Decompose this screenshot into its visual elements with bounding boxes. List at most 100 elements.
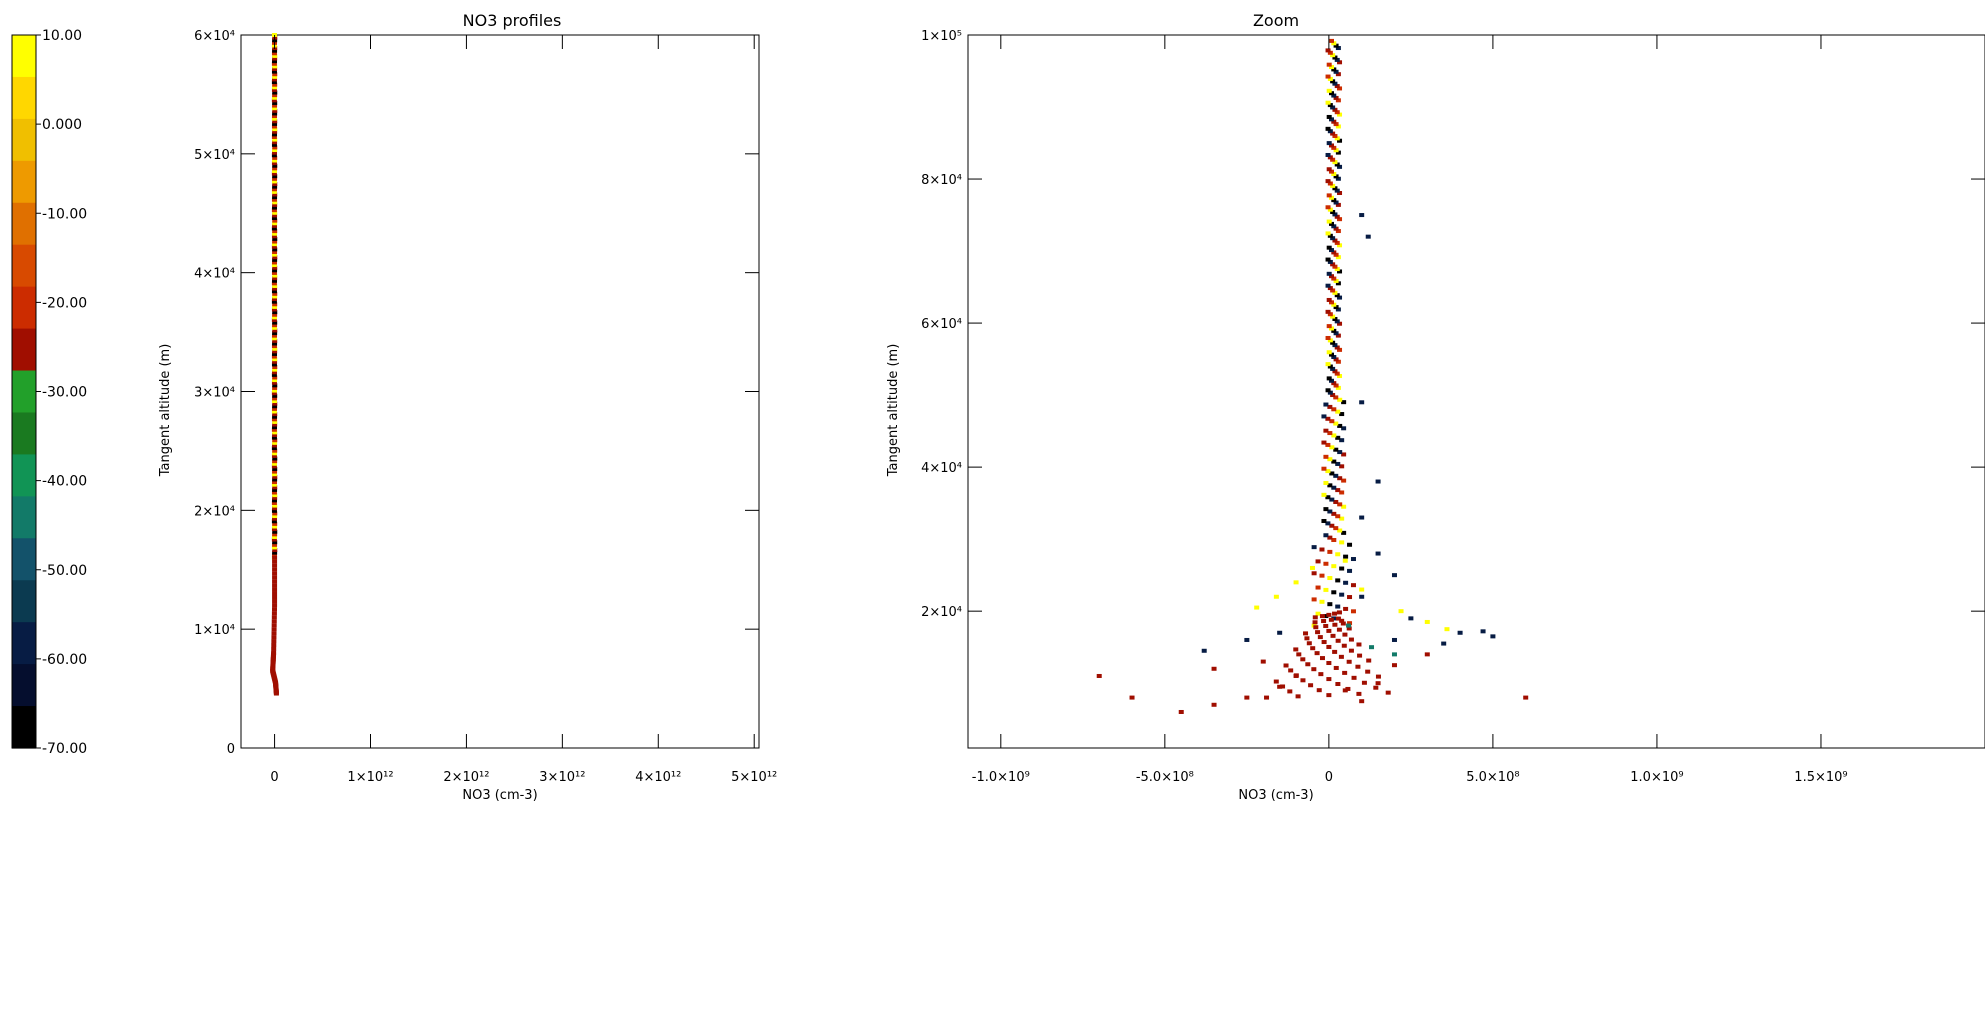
data-point: [1129, 695, 1135, 700]
data-point: [1323, 507, 1329, 512]
colorbar-tick-label: -70.00: [42, 741, 87, 757]
data-point: [272, 291, 278, 296]
data-point: [271, 142, 277, 147]
data-point: [272, 359, 278, 364]
data-point: [1408, 616, 1414, 621]
data-point: [271, 619, 277, 624]
data-point: [1334, 267, 1340, 272]
data-point: [271, 500, 277, 505]
data-point: [1328, 352, 1334, 357]
data-point: [271, 263, 277, 268]
data-point: [272, 100, 278, 105]
data-point: [1339, 618, 1345, 623]
data-point: [272, 168, 278, 173]
data-point: [1300, 678, 1306, 683]
data-point: [1359, 213, 1365, 218]
data-point: [1331, 250, 1337, 255]
data-point: [271, 611, 277, 616]
data-point: [271, 234, 277, 239]
data-point: [271, 482, 277, 487]
data-point: [272, 210, 278, 215]
data-point: [271, 325, 277, 330]
data-point: [1288, 668, 1294, 673]
data-point: [1293, 580, 1299, 585]
data-point: [1325, 335, 1331, 340]
plot-frame: [240, 34, 760, 749]
data-point: [1345, 686, 1351, 691]
data-point: [1295, 694, 1301, 699]
data-point: [272, 95, 278, 100]
colorbar-bands: [12, 35, 36, 749]
data-point: [1361, 680, 1367, 685]
data-point: [1339, 412, 1345, 417]
data-point: [272, 412, 278, 417]
data-point: [1333, 69, 1339, 74]
colorbar-band: [12, 118, 36, 162]
data-point: [272, 550, 278, 555]
data-point: [1323, 561, 1329, 566]
data-point: [1337, 243, 1343, 248]
data-point: [1341, 478, 1347, 483]
data-point: [1424, 652, 1430, 657]
data-point: [272, 401, 278, 406]
data-point: [1331, 328, 1337, 333]
data-point: [1343, 580, 1349, 585]
data-point: [1326, 88, 1332, 93]
data-point: [1325, 442, 1331, 447]
data-point: [271, 615, 277, 620]
data-point: [272, 451, 278, 456]
data-point: [272, 461, 278, 466]
data-point: [1340, 621, 1346, 626]
data-point: [272, 595, 278, 600]
data-point: [1335, 124, 1341, 129]
x-tick-label: 4×10¹²: [635, 770, 681, 785]
data-point: [1338, 654, 1344, 659]
data-point: [271, 307, 277, 312]
data-point: [1326, 376, 1332, 381]
data-point: [272, 498, 278, 503]
data-point: [1332, 238, 1338, 243]
data-point: [1326, 245, 1332, 250]
data-point: [272, 542, 278, 547]
data-point: [271, 631, 277, 636]
data-point: [1330, 131, 1336, 136]
data-point: [272, 591, 278, 596]
y-axis-label: Tangent altitude (m): [886, 344, 901, 478]
data-point: [1211, 702, 1217, 707]
colorbar-band: [12, 496, 36, 539]
data-point: [1341, 426, 1347, 431]
data-point: [1334, 214, 1340, 219]
data-point: [272, 540, 278, 545]
data-point: [272, 213, 278, 218]
data-point: [1375, 674, 1381, 679]
colorbar-band: [12, 706, 36, 749]
data-point: [1333, 526, 1339, 531]
data-point: [1332, 343, 1338, 348]
data-point: [1391, 663, 1397, 668]
data-point: [272, 93, 278, 98]
data-point: [272, 579, 278, 584]
data-point: [1369, 645, 1375, 650]
data-point: [1333, 148, 1339, 153]
data-point: [1333, 226, 1339, 231]
data-point: [1331, 564, 1337, 569]
data-point: [1311, 667, 1317, 672]
data-point: [1327, 364, 1333, 369]
data-point: [1355, 664, 1361, 669]
data-point: [1311, 571, 1317, 576]
data-point: [1335, 514, 1341, 519]
data-point: [1337, 423, 1343, 428]
data-point: [272, 72, 278, 77]
data-point: [271, 197, 277, 202]
data-point: [272, 257, 278, 262]
data-point: [1323, 454, 1329, 459]
data-point: [272, 192, 278, 197]
data-point: [1328, 221, 1334, 226]
chart-title: NO3 profiles: [463, 11, 562, 30]
data-point: [1323, 614, 1329, 619]
data-point: [1327, 535, 1333, 540]
data-point: [271, 490, 277, 495]
data-point: [271, 124, 277, 129]
data-point: [271, 527, 277, 532]
data-point: [1315, 559, 1321, 564]
